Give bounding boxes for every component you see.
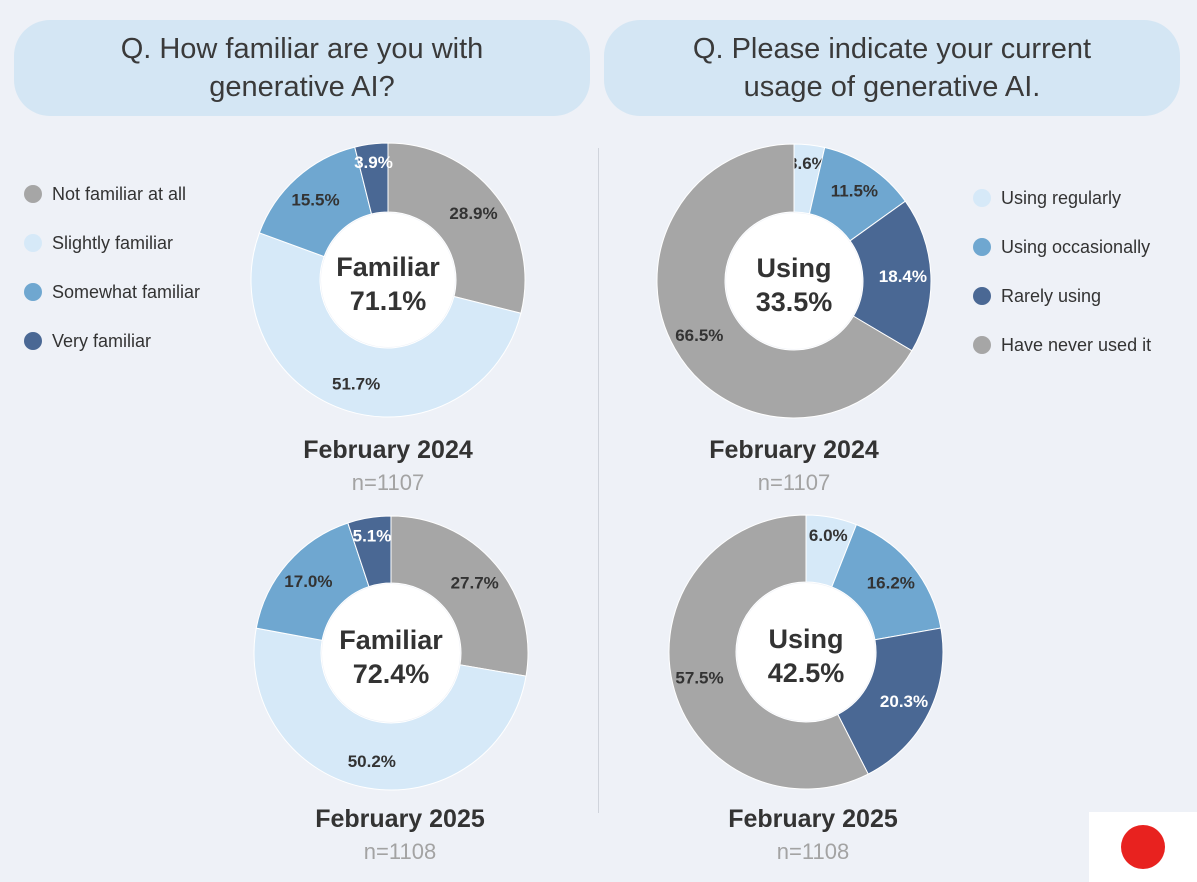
slice-value-label: 5.1% [353,527,392,546]
legend-label: Slightly familiar [52,232,174,253]
donut-hole [726,213,862,349]
donut-slice [347,515,392,588]
slice-value-label: 51.7% [332,375,380,394]
legend-item: Have never used it [973,333,1151,357]
center-label: Familiar [339,625,443,655]
center-label: Using [756,253,831,283]
donut-slice [255,522,370,641]
donut-hole [737,583,875,721]
question-familiarity: Q. How familiar are you with generative … [14,20,590,116]
legend-swatch [973,238,991,256]
legend-label: Have never used it [1001,334,1152,355]
legend-usage: Using regularly Using occasionally Rarel… [973,186,1151,382]
chart-period-label: February 2024 [303,436,473,464]
slice-value-label: 50.2% [348,752,396,771]
legend-swatch [24,185,42,203]
slice-value-label: 57.5% [675,669,723,688]
slice-value-label: 28.9% [449,204,497,223]
legend-swatch [24,283,42,301]
slice-value-label: 3.9% [354,153,393,172]
legend-label: Very familiar [52,330,152,351]
legend-swatch [24,332,42,350]
question-usage: Q. Please indicate your current usage of… [604,20,1180,116]
legend-item: Not familiar at all [24,182,200,206]
donut-slice [390,515,529,677]
donut-slice [656,143,913,419]
donut-slice [253,627,527,791]
legend-label: Rarely using [1001,285,1102,306]
chart-sample-size: n=1107 [757,470,831,495]
legend-label: Not familiar at all [52,183,187,204]
slice-value-label: 3.6% [788,154,827,173]
chart-period-label: February 2025 [315,805,485,833]
legend-label: Somewhat familiar [52,281,201,302]
chart-period-label: February 2025 [728,805,898,833]
slice-value-label: 17.0% [284,572,332,591]
legend-item: Slightly familiar [24,231,200,255]
donut-hole [322,584,460,722]
slice-value-label: 6.0% [809,526,848,545]
donut-slice [837,627,944,775]
chart-period-label: February 2024 [709,436,879,464]
slice-value-label: 16.2% [867,574,915,593]
legend-swatch [973,287,991,305]
donut-slice [849,200,932,352]
donut-hole [321,213,455,347]
legend-label: Using regularly [1001,187,1122,208]
legend-item: Using occasionally [973,235,1151,259]
legend-swatch [973,189,991,207]
slice-value-label: 20.3% [880,692,928,711]
donut-slice [354,142,389,215]
chart-sample-size: n=1107 [351,470,425,495]
slice-value-label: 18.4% [879,267,927,286]
legend-swatch [973,336,991,354]
legend-swatch [24,234,42,252]
donut-slice [668,514,869,790]
panel-divider [598,148,599,813]
legend-item: Rarely using [973,284,1151,308]
center-label: Familiar [336,252,440,282]
legend-item: Very familiar [24,329,200,353]
center-value: 42.5% [768,658,845,688]
donut-slice [387,142,526,314]
slice-value-label: 11.5% [831,181,878,200]
center-value: 33.5% [756,287,833,317]
legend-label: Using occasionally [1001,236,1151,257]
legend-item: Using regularly [973,186,1151,210]
legend-item: Somewhat familiar [24,280,200,304]
donut-slice [250,232,522,418]
flag-sun-disc [1121,825,1165,869]
japan-flag-icon [1089,812,1197,882]
center-value: 72.4% [353,659,430,689]
chart-sample-size: n=1108 [776,839,850,864]
slice-value-label: 27.7% [451,573,499,592]
slice-value-label: 66.5% [675,326,723,345]
chart-sample-size: n=1108 [363,839,437,864]
slice-value-label: 15.5% [291,190,339,209]
center-label: Using [768,624,843,654]
legend-familiarity: Not familiar at all Slightly familiar So… [24,182,200,378]
center-value: 71.1% [350,286,427,316]
